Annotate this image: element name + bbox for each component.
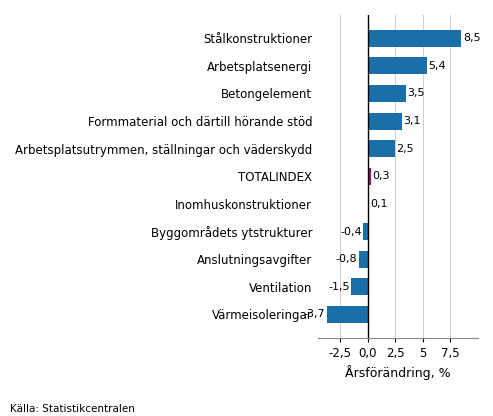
Bar bbox=[367, 85, 406, 102]
Text: 0,1: 0,1 bbox=[370, 199, 387, 209]
Text: -0,8: -0,8 bbox=[336, 254, 357, 264]
Bar bbox=[367, 57, 427, 74]
Bar bbox=[351, 278, 367, 295]
Bar bbox=[367, 112, 402, 130]
Text: Källa: Statistikcentralen: Källa: Statistikcentralen bbox=[10, 404, 135, 414]
Text: 8,5: 8,5 bbox=[463, 33, 480, 43]
X-axis label: Årsförändring, %: Årsförändring, % bbox=[345, 365, 451, 380]
Text: -0,4: -0,4 bbox=[340, 227, 362, 237]
Text: -3,7: -3,7 bbox=[304, 310, 325, 319]
Bar bbox=[367, 30, 461, 47]
Bar bbox=[327, 306, 367, 323]
Bar bbox=[359, 250, 367, 268]
Bar bbox=[363, 223, 367, 240]
Text: 2,5: 2,5 bbox=[396, 144, 414, 154]
Text: 3,1: 3,1 bbox=[403, 116, 421, 126]
Text: 3,5: 3,5 bbox=[408, 89, 425, 99]
Text: 0,3: 0,3 bbox=[372, 171, 389, 181]
Text: 5,4: 5,4 bbox=[428, 61, 446, 71]
Bar bbox=[367, 140, 395, 157]
Text: -1,5: -1,5 bbox=[328, 282, 350, 292]
Bar bbox=[367, 196, 369, 213]
Bar bbox=[367, 168, 371, 185]
